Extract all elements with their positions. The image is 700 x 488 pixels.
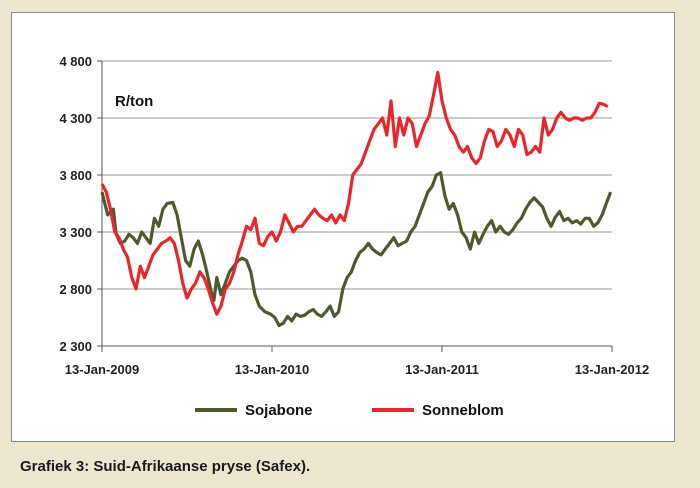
legend-label-sojabone: Sojabone xyxy=(245,402,313,419)
series-line-sonneblom xyxy=(100,70,609,316)
x-tick-label: 13-Jan-2012 xyxy=(575,362,649,377)
y-tick-labels: 2 300 2 800 3 300 3 800 4 300 4 800 xyxy=(59,54,102,354)
x-tick-label: 13-Jan-2011 xyxy=(405,362,479,377)
y-tick-label: 2 300 xyxy=(59,339,92,354)
y-tick-label: 3 800 xyxy=(59,168,92,183)
figure-caption: Grafiek 3: Suid-Afrikaanse pryse (Safex)… xyxy=(20,458,311,475)
x-tick-label: 13-Jan-2010 xyxy=(235,362,309,377)
series-line-sojabone xyxy=(100,171,613,328)
chart-panel: 2 300 2 800 3 300 3 800 4 300 4 800 13-Jan-20… xyxy=(11,12,675,442)
x-tick-label: 13-Jan-2009 xyxy=(65,362,139,377)
y-tick-label: 4 300 xyxy=(59,111,92,126)
y-tick-label: 2 800 xyxy=(59,282,92,297)
gridlines xyxy=(102,60,612,290)
legend-label-sonneblom: Sonneblom xyxy=(422,402,504,419)
y-tick-label: 3 300 xyxy=(59,225,92,240)
series-lines xyxy=(100,70,613,328)
legend: Sojabone Sonneblom xyxy=(195,402,504,419)
y-tick-label: 4 800 xyxy=(59,54,92,69)
unit-label: R/ton xyxy=(115,93,153,110)
axes xyxy=(101,61,612,347)
x-tick-labels: 13-Jan-2009 13-Jan-2010 13-Jan-2011 13-Jan-… xyxy=(65,346,649,377)
line-chart: 2 300 2 800 3 300 3 800 4 300 4 800 13-Jan-20… xyxy=(59,54,649,419)
